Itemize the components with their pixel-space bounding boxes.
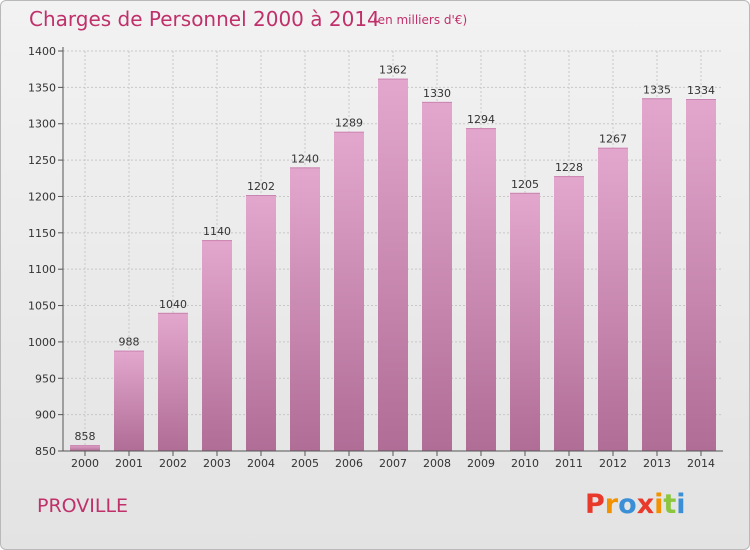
bar-2002 <box>158 312 188 451</box>
x-tick-label-2009: 2009 <box>467 457 495 470</box>
x-tick-label-2008: 2008 <box>423 457 451 470</box>
y-tick-label: 950 <box>35 372 56 385</box>
axes: 850 900 950 1000 1050 1100 1150 1200 1250 1300 135… <box>28 45 723 470</box>
y-tick-label: 1100 <box>28 263 56 276</box>
y-tick-label: 1000 <box>28 336 56 349</box>
x-tick-label-2006: 2006 <box>335 457 363 470</box>
bar-2000 <box>70 445 100 451</box>
logo-letter: r <box>604 489 619 520</box>
data-label-2007: 1362 <box>379 64 407 77</box>
bar-2012 <box>598 147 628 451</box>
chart-unit: (en milliers d'€) <box>373 13 468 27</box>
logo-letter: i <box>654 489 664 520</box>
data-label-2011: 1228 <box>555 161 583 174</box>
data-label-2002: 1040 <box>159 298 187 311</box>
bar-2007 <box>378 78 408 452</box>
bar-2014 <box>686 99 716 451</box>
x-tick-label-2012: 2012 <box>599 457 627 470</box>
bars: 858 988 1040 1140 1202 1240 1289 1362 1330 1294 12… <box>70 64 716 452</box>
data-label-2010: 1205 <box>511 178 539 191</box>
data-label-2006: 1289 <box>335 117 363 130</box>
logo-letter: i <box>676 489 686 520</box>
bar-2001 <box>114 350 144 451</box>
data-label-2012: 1267 <box>599 133 627 146</box>
chart-title: Charges de Personnel 2000 à 2014 <box>29 7 380 31</box>
x-tick-label-2007: 2007 <box>379 457 407 470</box>
logo-letter: t <box>663 489 677 520</box>
data-label-2003: 1140 <box>203 225 231 238</box>
data-label-2008: 1330 <box>423 87 451 100</box>
logo-letter: o <box>618 489 637 520</box>
bar-2008 <box>422 101 452 451</box>
data-label-2004: 1202 <box>247 180 275 193</box>
bar-2004 <box>246 195 276 451</box>
data-label-2000: 858 <box>75 430 96 443</box>
data-label-2009: 1294 <box>467 113 495 126</box>
commune-name: PROVILLE <box>37 495 129 517</box>
logo-letter: P <box>585 489 605 520</box>
bar-2010 <box>510 192 540 451</box>
x-tick-label-2010: 2010 <box>511 457 539 470</box>
data-label-2001: 988 <box>119 336 140 349</box>
y-tick-label: 850 <box>35 445 56 458</box>
data-label-2005: 1240 <box>291 152 319 165</box>
x-tick-label-2005: 2005 <box>291 457 319 470</box>
x-tick-label-2003: 2003 <box>203 457 231 470</box>
x-tick-label-2014: 2014 <box>687 457 715 470</box>
x-tick-label-2011: 2011 <box>555 457 583 470</box>
bar-2003 <box>202 240 232 451</box>
bar-2013 <box>642 98 672 451</box>
bar-2009 <box>466 128 496 451</box>
logo-letter: x <box>636 489 655 520</box>
y-tick-label: 1250 <box>28 154 56 167</box>
y-tick-label: 1150 <box>28 227 56 240</box>
bar-2011 <box>554 176 584 451</box>
x-tick-label-2013: 2013 <box>643 457 671 470</box>
y-tick-label: 1350 <box>28 81 56 94</box>
y-tick-label: 1300 <box>28 118 56 131</box>
bar-2005 <box>290 167 320 451</box>
x-tick-label-2000: 2000 <box>71 457 99 470</box>
y-tick-label: 1400 <box>28 45 56 58</box>
bar-2006 <box>334 131 364 451</box>
y-tick-label: 1200 <box>28 190 56 203</box>
x-tick-label-2001: 2001 <box>115 457 143 470</box>
x-tick-label-2004: 2004 <box>247 457 275 470</box>
y-tick-label: 1050 <box>28 300 56 313</box>
data-label-2013: 1335 <box>643 83 671 96</box>
y-tick-label: 900 <box>35 409 56 422</box>
proxiti-logo: Proxiti <box>585 489 686 520</box>
data-label-2014: 1334 <box>687 84 715 97</box>
x-tick-label-2002: 2002 <box>159 457 187 470</box>
